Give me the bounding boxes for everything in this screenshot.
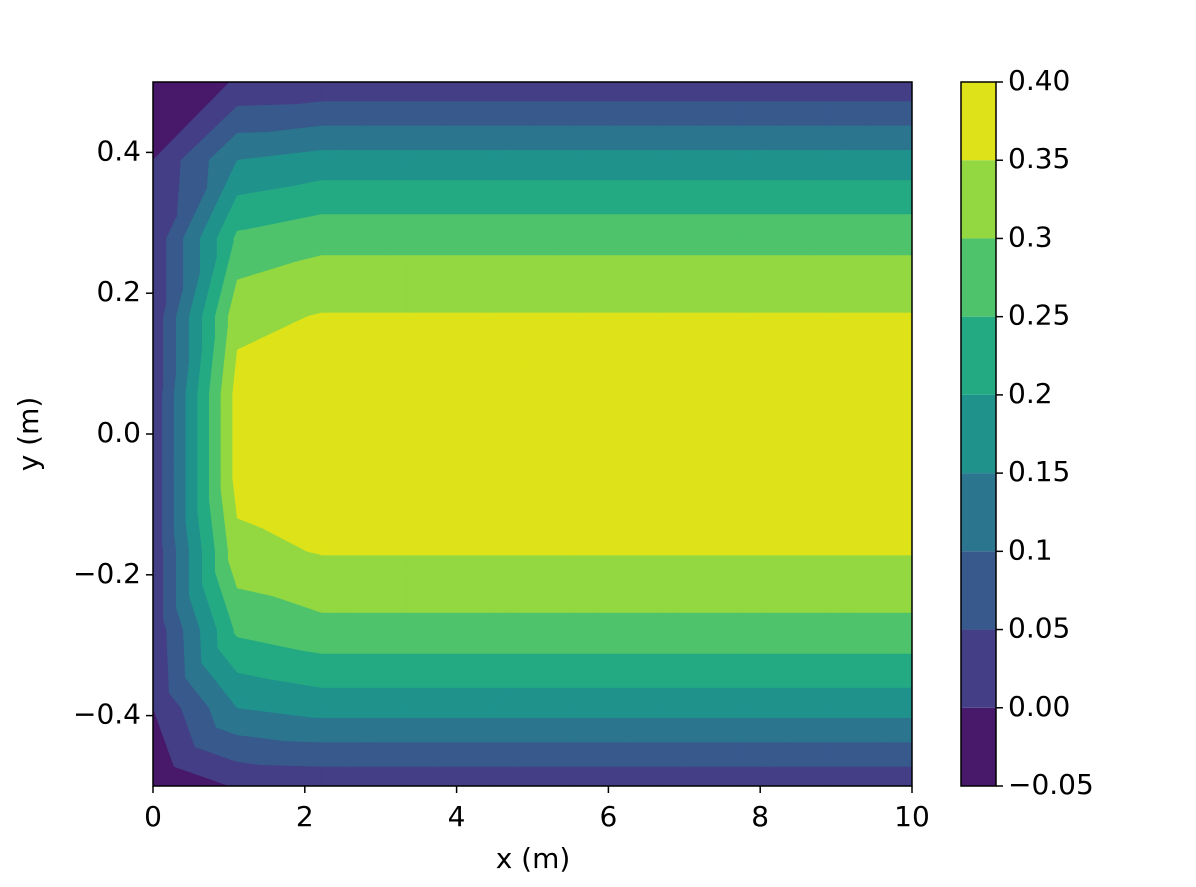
colorbar-tick-label: 0.15 [1008, 455, 1070, 488]
contour-region [405, 150, 491, 161]
contour-region [826, 312, 913, 317]
contour-region [658, 707, 745, 718]
contour-region [405, 551, 492, 556]
contour-region [405, 707, 492, 718]
colorbar-frame [960, 81, 997, 787]
contour-region [405, 214, 433, 239]
contour-region [742, 312, 828, 317]
contour-region [237, 131, 269, 161]
contour-region [320, 312, 407, 317]
colorbar-tick-label: 0.3 [1008, 220, 1053, 253]
contour-region [232, 393, 238, 474]
contour-region [743, 551, 829, 556]
contour-region [574, 214, 602, 239]
y-tick-label: 0.2 [96, 275, 141, 308]
colorbar-band [961, 473, 996, 552]
contour-region [320, 150, 407, 161]
colorbar-tick-label: 0.40 [1008, 64, 1070, 97]
contour-region [827, 312, 833, 318]
contour-region [321, 707, 407, 718]
contour-region [321, 214, 349, 239]
contour-region [658, 312, 664, 318]
contour-region [743, 214, 770, 239]
contour-region [152, 237, 167, 318]
contour-region [489, 312, 576, 317]
x-tick-label: 10 [894, 800, 930, 833]
x-tick-label: 0 [144, 800, 162, 833]
colorbar-tick-label: 0.05 [1008, 612, 1070, 645]
colorbar-tick-label: −0.05 [1008, 768, 1094, 801]
colorbar-band [961, 160, 996, 239]
colorbar-tick-label: 0.00 [1008, 690, 1070, 723]
contour-region [658, 150, 744, 161]
contour-region [574, 150, 587, 161]
contour-region [489, 150, 502, 161]
contour-region [321, 150, 333, 161]
contour-region [573, 312, 660, 317]
contour-region [489, 312, 495, 318]
colorbar-tick-label: 0.25 [1008, 299, 1070, 332]
contour-region [152, 394, 163, 475]
contour-region [163, 316, 177, 386]
contour-region [237, 261, 297, 318]
y-tick-label: −0.4 [73, 698, 141, 731]
contour-region [489, 214, 517, 239]
contour-region [827, 214, 855, 239]
colorbar-band [961, 394, 996, 474]
contour-region [658, 312, 744, 317]
contour-region [658, 150, 671, 161]
x-tick-label: 2 [296, 800, 314, 833]
contour-region [152, 551, 164, 631]
contour-region [152, 473, 163, 553]
y-tick-label: −0.2 [73, 557, 141, 590]
contour-region [743, 312, 748, 318]
contour-region [489, 551, 576, 556]
x-tick-label: 6 [599, 800, 617, 833]
contour-region [162, 394, 175, 466]
colorbar-band [961, 629, 996, 708]
contour-region [826, 150, 913, 161]
x-axis-label: x (m) [496, 842, 571, 875]
colorbar-band [961, 551, 996, 630]
y-axis-label: y (m) [12, 397, 45, 472]
contour-region [405, 312, 411, 318]
contour-region [827, 707, 913, 718]
contour-region [152, 316, 164, 396]
contour-region [658, 214, 686, 239]
colorbar-tick-label: 0.35 [1008, 142, 1070, 175]
contour-region [489, 150, 576, 161]
contour-region [163, 551, 177, 621]
contour-region [827, 551, 913, 556]
colorbar-tick-label: 0.2 [1008, 377, 1053, 410]
colorbar-band [961, 316, 996, 395]
colorbar-band [961, 82, 996, 161]
contour-region [743, 707, 829, 718]
colorbar-band [961, 707, 996, 786]
contour-region [658, 551, 745, 556]
y-tick-label: 0.0 [96, 416, 141, 449]
contour-region [743, 150, 755, 161]
colorbar-band [961, 238, 996, 317]
contour-region [573, 150, 660, 161]
contour-region [574, 551, 660, 556]
contour-region [827, 150, 839, 161]
contour-region [574, 707, 660, 718]
contour-region [321, 551, 407, 556]
contour-region [405, 312, 491, 317]
contour-region [321, 312, 327, 318]
contour-region [489, 707, 576, 718]
contour-region [405, 150, 418, 161]
contour-region [220, 398, 233, 474]
x-tick-label: 4 [448, 800, 466, 833]
colorbar-tick-label: 0.1 [1008, 533, 1053, 566]
x-tick-label: 8 [751, 800, 769, 833]
contour-region [237, 229, 248, 239]
contour-region [162, 473, 175, 544]
contour-region [742, 150, 828, 161]
contour-region [574, 312, 580, 318]
y-tick-label: 0.4 [96, 134, 141, 167]
